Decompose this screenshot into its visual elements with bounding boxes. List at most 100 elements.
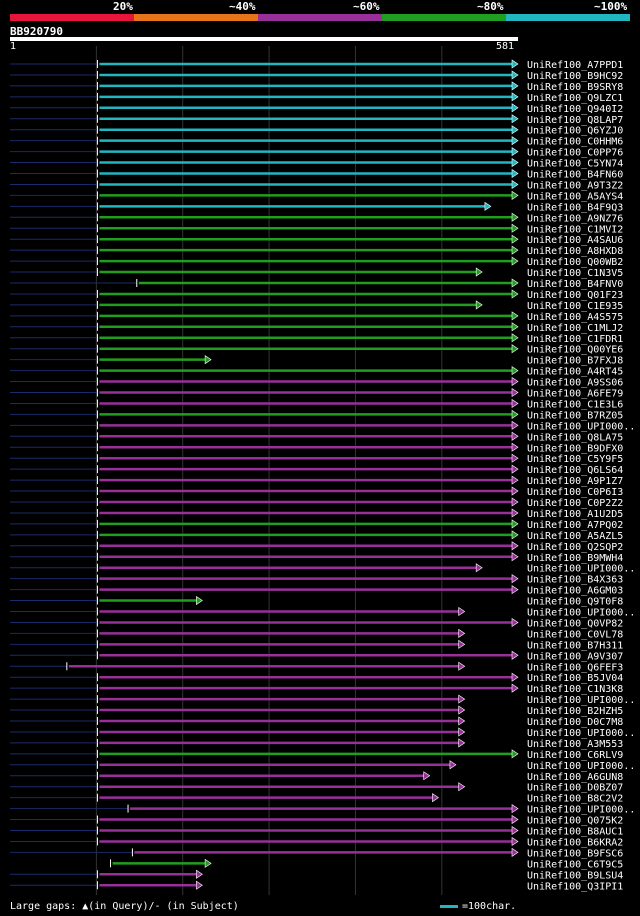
hit-row[interactable]: UniRef100_Q075K2 (10, 814, 623, 827)
hit-row[interactable]: UniRef100_C0P2Z2 (10, 497, 623, 509)
hit-row[interactable]: UniRef100_A1U2D5 (10, 508, 623, 520)
hit-label[interactable]: UniRef100_C5YN74 (527, 159, 623, 170)
hit-label[interactable]: UniRef100_A5AZL5 (527, 531, 623, 542)
hit-label[interactable]: UniRef100_Q00WB2 (527, 257, 623, 268)
hit-row[interactable]: UniRef100_C5Y9F5 (10, 453, 623, 465)
hit-row[interactable]: UniRef100_C0VL78 (10, 628, 623, 640)
hit-label[interactable]: UniRef100_UPI000.. (527, 421, 635, 432)
hit-label[interactable]: UniRef100_D0C7M8 (527, 717, 623, 728)
hit-label[interactable]: UniRef100_A9SS06 (527, 378, 623, 389)
hit-row[interactable]: UniRef100_B2HZH5 (10, 705, 623, 717)
hit-label[interactable]: UniRef100_C6T9C5 (527, 859, 623, 870)
hit-row[interactable]: UniRef100_Q3IPI1 (10, 880, 623, 892)
hit-row[interactable]: UniRef100_C1E935 (10, 300, 623, 312)
hit-row[interactable]: UniRef100_C1MVI2 (10, 223, 623, 235)
hit-row[interactable]: UniRef100_A3M553 (10, 738, 623, 750)
hit-label[interactable]: UniRef100_C0PP76 (527, 148, 623, 159)
hit-label[interactable]: UniRef100_A6FE79 (527, 389, 623, 400)
hit-label[interactable]: UniRef100_C0P2Z2 (527, 498, 623, 509)
hit-row[interactable]: UniRef100_Q00WB2 (10, 256, 623, 268)
hit-row[interactable]: UniRef100_A9NZ76 (10, 212, 623, 224)
hit-row[interactable]: UniRef100_UPI000.. (10, 760, 635, 772)
hit-label[interactable]: UniRef100_UPI000.. (527, 564, 635, 575)
hit-row[interactable]: UniRef100_C1N3V5 (10, 267, 623, 279)
hit-label[interactable]: UniRef100_B4X363 (527, 575, 623, 586)
hit-label[interactable]: UniRef100_B2HZH5 (527, 706, 623, 717)
hit-label[interactable]: UniRef100_B9LSU4 (527, 870, 623, 881)
hit-label[interactable]: UniRef100_Q3IPI1 (527, 881, 623, 892)
hit-row[interactable]: UniRef100_C6RLV9 (10, 749, 623, 761)
hit-label[interactable]: UniRef100_C5Y9F5 (527, 454, 623, 465)
hit-label[interactable]: UniRef100_C0VL78 (527, 629, 623, 640)
hit-row[interactable]: UniRef100_Q6FEF3 (10, 661, 623, 673)
hit-row[interactable]: UniRef100_C6T9C5 (110, 858, 624, 870)
hit-row[interactable]: UniRef100_Q8LAP7 (10, 114, 623, 126)
hit-row[interactable]: UniRef100_A6GM03 (10, 585, 623, 597)
hit-row[interactable]: UniRef100_C5YN74 (10, 157, 623, 170)
hit-label[interactable]: UniRef100_B8C2V2 (527, 794, 623, 805)
hit-label[interactable]: UniRef100_UPI000.. (527, 728, 635, 739)
hit-label[interactable]: UniRef100_A1U2D5 (527, 509, 623, 520)
hit-label[interactable]: UniRef100_C1MVI2 (527, 224, 623, 235)
hit-label[interactable]: UniRef100_B9SRY8 (527, 82, 623, 93)
hit-row[interactable]: UniRef100_Q940I2 (10, 103, 623, 115)
hit-row[interactable]: UniRef100_B4F9Q3 (10, 201, 623, 213)
hit-label[interactable]: UniRef100_B6KRA2 (527, 837, 623, 848)
hit-row[interactable]: UniRef100_Q01F23 (10, 289, 623, 301)
hit-label[interactable]: UniRef100_Q8LAP7 (527, 115, 623, 126)
hit-label[interactable]: UniRef100_A3M553 (527, 739, 623, 750)
hit-label[interactable]: UniRef100_Q9T0F8 (527, 597, 623, 608)
hit-row[interactable]: UniRef100_A8HXD8 (10, 245, 623, 257)
hit-label[interactable]: UniRef100_Q0VP82 (527, 618, 623, 629)
hit-row[interactable]: UniRef100_C0PP76 (10, 147, 623, 159)
hit-row[interactable]: UniRef100_C1E3L6 (10, 398, 623, 410)
hit-label[interactable]: UniRef100_Q8LA75 (527, 432, 623, 443)
hit-row[interactable]: UniRef100_UPI000.. (10, 606, 635, 619)
hit-row[interactable]: UniRef100_A4S575 (10, 311, 623, 323)
hit-row[interactable]: UniRef100_B7H311 (10, 639, 623, 651)
hit-row[interactable]: UniRef100_A7PPD1 (10, 59, 623, 71)
hit-row[interactable]: UniRef100_D0BZ07 (10, 782, 623, 794)
hit-label[interactable]: UniRef100_A4SAU6 (527, 235, 623, 246)
hit-row[interactable]: UniRef100_B7RZ05 (10, 409, 623, 421)
hit-row[interactable]: UniRef100_A5AYS4 (10, 190, 623, 202)
hit-row[interactable]: UniRef100_Q8LA75 (10, 431, 623, 443)
hit-row[interactable]: UniRef100_Q00YE6 (10, 344, 623, 356)
hit-label[interactable]: UniRef100_C1MLJ2 (527, 323, 623, 334)
hit-label[interactable]: UniRef100_B7H311 (527, 640, 623, 651)
hit-row[interactable]: UniRef100_B9DFX0 (10, 442, 623, 454)
hit-row[interactable]: UniRef100_C0HHM6 (10, 136, 623, 148)
hit-row[interactable]: UniRef100_C1MLJ2 (10, 322, 623, 334)
hit-label[interactable]: UniRef100_A6GM03 (527, 586, 623, 597)
hit-label[interactable]: UniRef100_B7FXJ8 (527, 356, 623, 367)
hit-label[interactable]: UniRef100_Q940I2 (527, 104, 623, 115)
hit-row[interactable]: UniRef100_Q6LS64 (10, 464, 623, 476)
hit-label[interactable]: UniRef100_UPI000.. (527, 805, 635, 816)
hit-label[interactable]: UniRef100_A9T3Z2 (527, 180, 623, 191)
hit-label[interactable]: UniRef100_Q00YE6 (527, 345, 623, 356)
hit-label[interactable]: UniRef100_C1FDR1 (527, 334, 623, 345)
hit-label[interactable]: UniRef100_A4RT45 (527, 367, 623, 378)
hit-row[interactable]: UniRef100_B4FNV0 (10, 278, 623, 290)
hit-row[interactable]: UniRef100_B9MWH4 (10, 552, 623, 564)
hit-label[interactable]: UniRef100_A8HXD8 (527, 246, 623, 257)
hit-row[interactable]: UniRef100_B5JV04 (10, 672, 623, 684)
hit-label[interactable]: UniRef100_Q6FEF3 (527, 662, 623, 673)
hit-label[interactable]: UniRef100_B5JV04 (527, 673, 623, 684)
hit-row[interactable]: UniRef100_UPI000.. (10, 727, 635, 739)
hit-label[interactable]: UniRef100_UPI000.. (527, 761, 635, 772)
hit-label[interactable]: UniRef100_B4FN60 (527, 170, 623, 181)
hit-label[interactable]: UniRef100_C1E3L6 (527, 399, 623, 410)
hit-row[interactable]: UniRef100_A6GUN8 (10, 771, 623, 783)
hit-row[interactable]: UniRef100_UPI000.. (10, 563, 635, 575)
hit-label[interactable]: UniRef100_A9P1Z7 (527, 476, 623, 487)
hit-label[interactable]: UniRef100_B9HC92 (527, 71, 623, 82)
hit-label[interactable]: UniRef100_B7RZ05 (527, 410, 623, 421)
hit-label[interactable]: UniRef100_UPI000.. (527, 608, 635, 619)
hit-row[interactable]: UniRef100_B9SRY8 (10, 81, 623, 93)
hit-label[interactable]: UniRef100_A9NZ76 (527, 213, 623, 224)
hit-row[interactable]: UniRef100_UPI000.. (10, 804, 635, 816)
hit-row[interactable]: UniRef100_B8C2V2 (10, 793, 623, 805)
hit-row[interactable]: UniRef100_C1N3K8 (10, 683, 623, 695)
hit-label[interactable]: UniRef100_UPI000.. (527, 695, 635, 706)
